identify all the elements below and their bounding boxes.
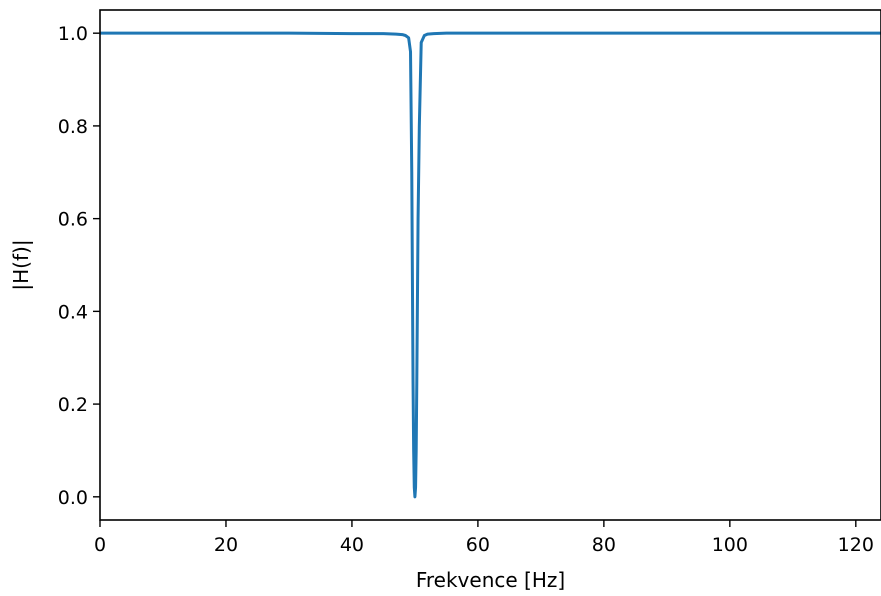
y-tick-label: 0.2 xyxy=(58,394,88,416)
x-tick-label: 20 xyxy=(214,534,238,556)
x-tick-label: 100 xyxy=(712,534,748,556)
x-tick-label: 120 xyxy=(838,534,874,556)
y-axis-label: |H(f)| xyxy=(9,239,33,290)
y-tick-label: 1.0 xyxy=(58,23,88,45)
x-tick-label: 0 xyxy=(94,534,106,556)
x-axis-ticks: 0 20 40 60 80 100 120 xyxy=(94,520,874,556)
x-axis-label: Frekvence [Hz] xyxy=(416,568,565,592)
x-tick-label: 60 xyxy=(466,534,490,556)
plot-area xyxy=(100,31,881,499)
y-tick-label: 0.8 xyxy=(58,116,88,138)
y-axis-ticks: 0.0 0.2 0.4 0.6 0.8 1.0 xyxy=(58,23,100,509)
axes-frame xyxy=(99,9,881,521)
x-tick-label: 40 xyxy=(340,534,364,556)
y-tick-label: 0.0 xyxy=(58,487,88,509)
series-line-0 xyxy=(100,31,881,499)
y-tick-label: 0.4 xyxy=(58,301,88,323)
x-tick-label: 80 xyxy=(592,534,616,556)
y-tick-label: 0.6 xyxy=(58,209,88,231)
